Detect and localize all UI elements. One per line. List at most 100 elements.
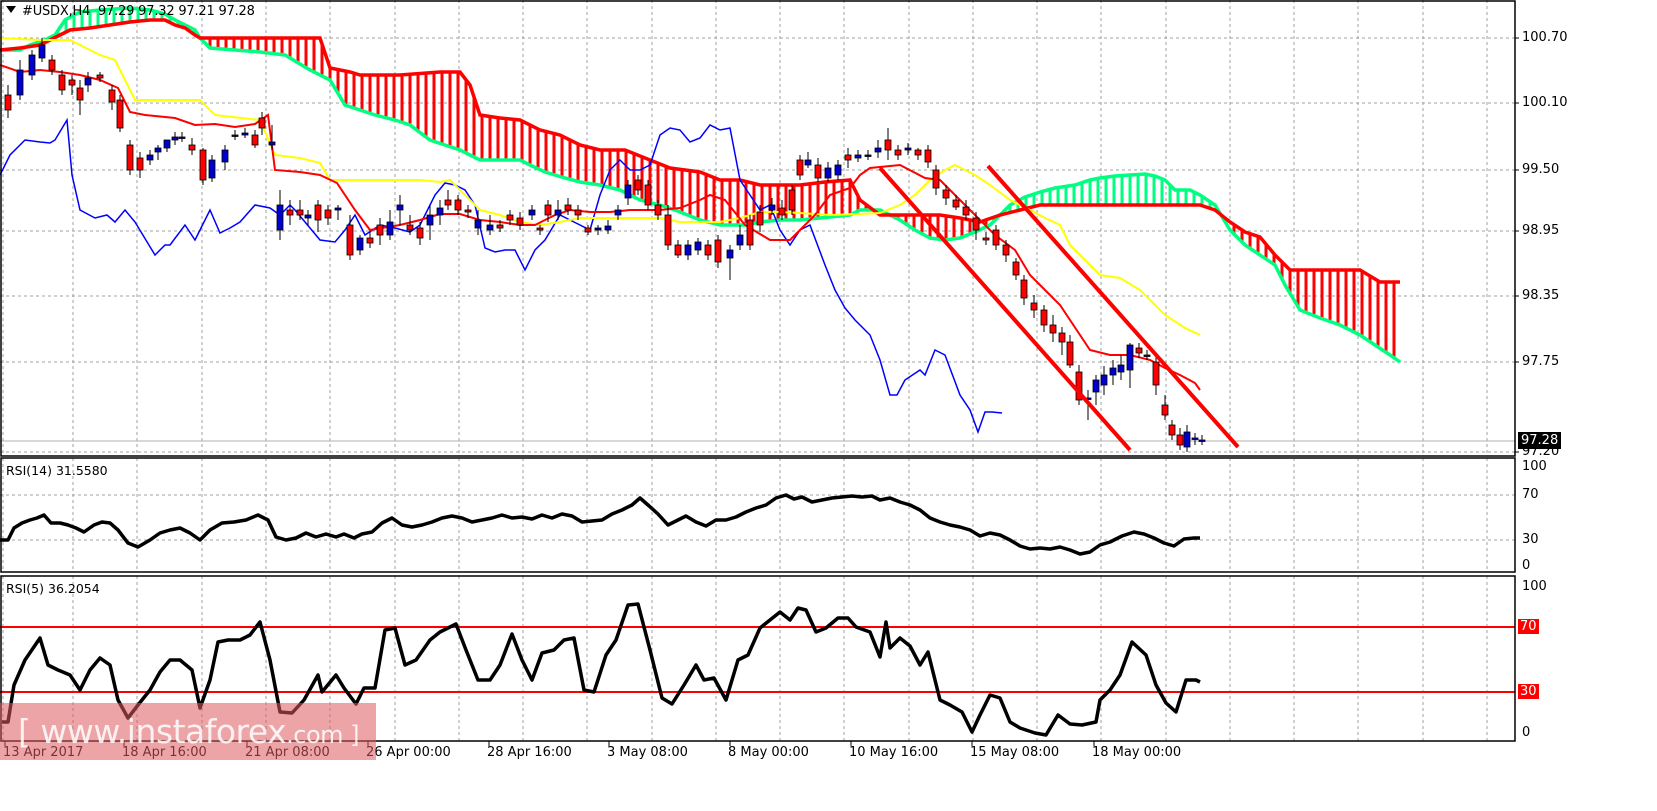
bull-candle (1100, 374, 1108, 386)
bull-candle (171, 136, 179, 141)
bear-candle (48, 59, 56, 71)
rsi5-line (2, 602, 1201, 737)
main-panel-frame (0, 0, 1516, 457)
bear-candle (664, 214, 672, 246)
kijun-sen-line (0, 37, 1201, 336)
bull-candle (694, 241, 702, 251)
bear-candle (714, 239, 722, 263)
price-candles (4, 38, 1206, 452)
bear-candle (564, 204, 572, 211)
bear-candle (952, 199, 960, 208)
tenkan-sen-line (0, 64, 1201, 391)
bull-candle (1092, 379, 1100, 393)
bull-candle (1198, 439, 1206, 442)
panel-frames (0, 0, 1519, 746)
watermark-instaforex: [ www.instaforex.com ] (0, 703, 376, 760)
channel-trendline (878, 166, 1132, 452)
bear-candle (1012, 261, 1020, 276)
bear-candle (796, 159, 804, 176)
bear-candle (788, 189, 796, 211)
indicator-lines (0, 6, 1402, 435)
bull-candle (874, 147, 882, 153)
time-axis-label: 28 Apr 16:00 (487, 745, 572, 760)
bull-candle (904, 147, 912, 151)
bull-candle (834, 164, 842, 176)
bear-candle (96, 74, 104, 79)
bull-candle (163, 139, 171, 149)
bear-candle (136, 157, 144, 171)
bull-candle (396, 204, 404, 211)
symbol-label: #USDX,H4 (22, 4, 91, 19)
bear-candle (1058, 332, 1066, 343)
bull-candle (28, 54, 36, 76)
time-axis-label: 18 May 00:00 (1092, 745, 1182, 760)
bear-candle (814, 164, 822, 179)
price-axis-label: 99.50 (1522, 162, 1560, 177)
bull-candle (486, 224, 494, 231)
bear-candle (942, 189, 950, 199)
senkou-span-a-line (0, 6, 1402, 364)
bear-candle (126, 144, 134, 171)
bear-candle (894, 149, 902, 156)
bull-candle (208, 159, 216, 179)
bull-candle (356, 237, 364, 251)
ohlc-values: 97.29 97.32 97.21 97.28 (98, 4, 255, 19)
rsi5-label: RSI(5) 36.2054 (6, 581, 100, 596)
bull-candle (154, 147, 162, 153)
bear-candle (516, 217, 524, 226)
bear-candle (314, 204, 322, 221)
current-price-badge: 97.28 (1518, 432, 1562, 449)
bull-candle (426, 214, 434, 226)
bear-candle (258, 117, 266, 129)
bear-candle (1066, 341, 1074, 366)
price-axis-label: 100.10 (1522, 95, 1568, 110)
bear-candle (924, 149, 932, 163)
time-axis-label: 15 May 08:00 (970, 745, 1060, 760)
bear-candle (914, 149, 922, 156)
bear-candle (116, 99, 124, 129)
bear-candle (199, 149, 207, 181)
bull-candle (1143, 354, 1151, 357)
bull-candle (1126, 344, 1134, 371)
bull-candle (554, 209, 562, 216)
bear-candle (756, 211, 764, 226)
bear-candle (1030, 302, 1038, 311)
bull-candle (824, 167, 832, 179)
bear-candle (366, 237, 374, 244)
bear-candle (4, 94, 12, 111)
bear-candle (286, 209, 294, 216)
bear-candle (1176, 434, 1184, 446)
bear-candle (746, 219, 754, 246)
bear-candle (634, 179, 642, 191)
bull-candle (736, 234, 744, 246)
rsi5-axis-label: 0 (1522, 725, 1531, 740)
watermark-text: [ www.instaforex (18, 712, 287, 751)
bull-candle (1183, 431, 1191, 448)
bear-candle (108, 89, 116, 103)
bull-candle (334, 207, 342, 211)
bear-candle (76, 87, 84, 101)
time-axis-label: 8 May 00:00 (728, 745, 809, 760)
bull-candle (854, 154, 862, 159)
bear-candle (1040, 309, 1048, 326)
rsi14-axis-label: 30 (1522, 532, 1539, 547)
bull-candle (864, 154, 872, 157)
bear-candle (376, 224, 384, 236)
descending-channel-lines[interactable] (878, 164, 1240, 452)
bear-candle (188, 144, 196, 151)
bull-candle (1191, 437, 1199, 440)
rsi14-label: RSI(14) 31.5580 (6, 463, 108, 478)
bear-candle (406, 224, 414, 231)
bull-candle (84, 77, 92, 86)
bear-candle (704, 244, 712, 256)
rsi14-line (0, 493, 1200, 556)
bear-candle (251, 134, 259, 146)
ichimoku-cloud (0, 8, 1396, 358)
bull-candle (304, 214, 312, 219)
bear-candle (416, 227, 424, 239)
chart-title: #USDX,H4 97.29 97.32 97.21 97.28 (6, 4, 255, 19)
dropdown-triangle-icon[interactable] (6, 6, 16, 13)
bear-candle (1002, 244, 1010, 256)
bull-candle (268, 141, 276, 146)
